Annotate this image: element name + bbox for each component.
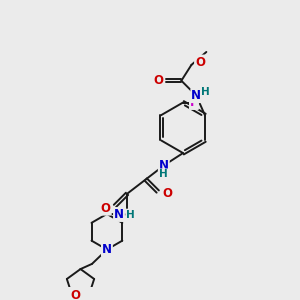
Text: O: O	[162, 187, 172, 200]
Text: N: N	[191, 89, 201, 102]
Text: H: H	[201, 87, 210, 97]
Text: N: N	[102, 243, 112, 256]
Text: F: F	[190, 96, 198, 109]
Text: N: N	[159, 159, 169, 172]
Text: O: O	[101, 202, 111, 215]
Text: H: H	[126, 209, 135, 220]
Text: O: O	[195, 56, 205, 68]
Text: O: O	[70, 289, 80, 300]
Text: H: H	[159, 169, 168, 179]
Text: O: O	[153, 74, 164, 87]
Text: N: N	[114, 208, 124, 221]
